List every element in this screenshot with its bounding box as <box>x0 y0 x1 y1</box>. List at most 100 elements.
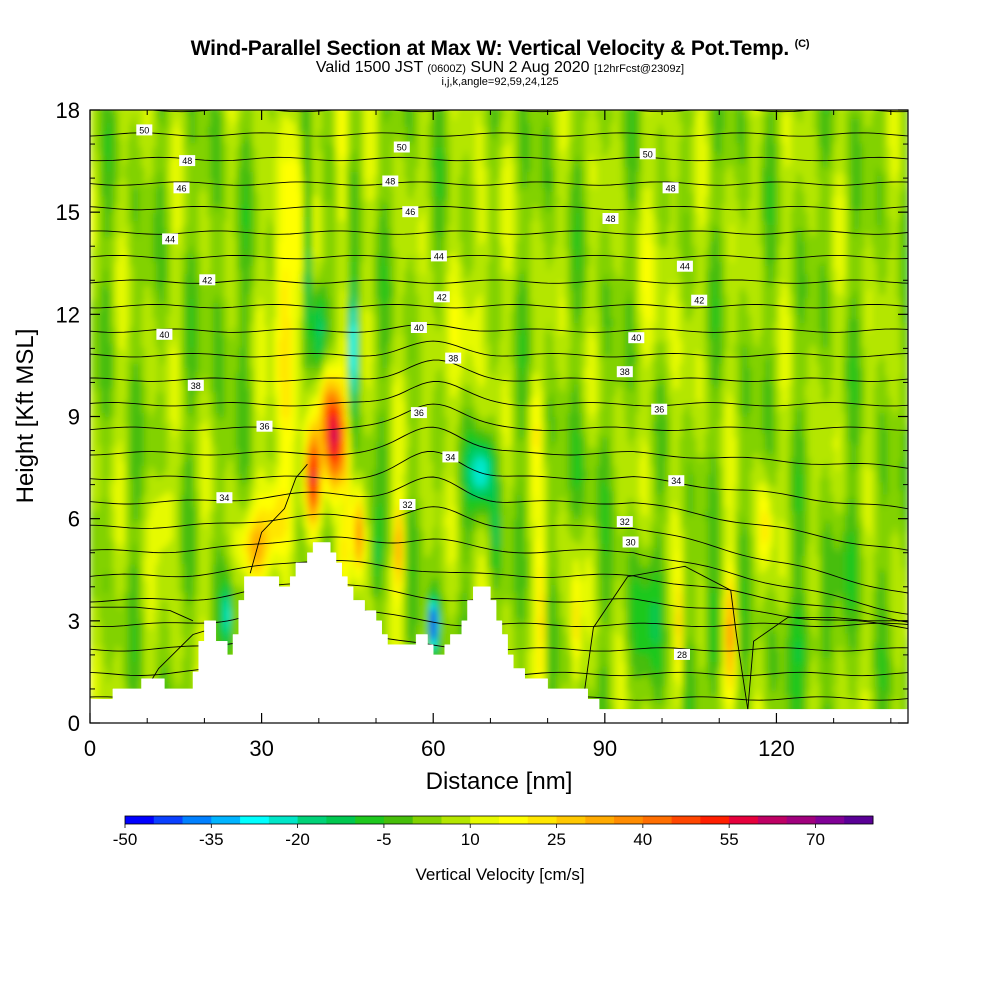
field-cell <box>104 535 108 540</box>
field-cell <box>115 232 120 238</box>
field-cell <box>101 199 105 205</box>
field-cell <box>101 183 105 189</box>
field-cell <box>90 187 94 193</box>
field-cell <box>115 510 120 516</box>
field-cell <box>115 657 120 663</box>
field-cell <box>118 203 123 209</box>
field-cell <box>124 678 128 683</box>
field-cell <box>92 154 97 160</box>
field-cell <box>110 187 114 193</box>
field-cell <box>115 379 120 385</box>
field-cell <box>115 563 120 569</box>
field-cell <box>101 514 105 520</box>
field-cell <box>104 412 108 418</box>
field-cell <box>121 673 125 679</box>
field-cell <box>118 314 123 320</box>
field-cell <box>121 678 125 683</box>
field-cell <box>110 261 114 266</box>
field-cell <box>118 220 123 226</box>
field-cell <box>98 220 103 226</box>
field-cell <box>118 146 123 152</box>
field-cell <box>98 269 103 275</box>
field-cell <box>115 171 120 176</box>
field-cell <box>124 624 128 630</box>
field-cell <box>92 673 97 679</box>
field-cell <box>112 310 117 315</box>
field-cell <box>104 383 108 389</box>
field-cell <box>104 285 108 291</box>
field-cell <box>101 118 105 123</box>
field-cell <box>98 167 103 172</box>
field-cell <box>107 502 111 508</box>
field-cell <box>104 261 108 266</box>
field-cell <box>115 257 120 262</box>
field-cell <box>107 347 111 352</box>
field-cell <box>98 355 103 360</box>
field-cell <box>121 138 125 144</box>
field-cell <box>98 154 103 160</box>
field-cell <box>115 265 120 270</box>
field-cell <box>115 281 120 287</box>
field-cell <box>98 396 103 401</box>
field-cell <box>107 220 111 226</box>
field-cell <box>101 355 105 360</box>
field-cell <box>90 412 94 418</box>
field-cell <box>90 261 94 266</box>
field-cell <box>107 277 111 283</box>
field-cell <box>95 620 100 626</box>
field-cell <box>104 322 108 328</box>
field-cell <box>115 469 120 475</box>
field-cell <box>115 686 120 691</box>
field-cell <box>104 567 108 573</box>
field-cell <box>118 535 123 540</box>
field-cell <box>101 224 105 230</box>
field-cell <box>101 657 105 663</box>
field-cell <box>92 322 97 328</box>
field-cell <box>92 220 97 226</box>
field-cell <box>121 351 125 356</box>
field-cell <box>118 665 123 671</box>
field-cell <box>121 579 125 585</box>
field-cell <box>92 641 97 646</box>
field-cell <box>95 424 100 430</box>
field-cell <box>112 432 117 438</box>
field-cell <box>107 391 111 397</box>
field-cell <box>98 285 103 291</box>
field-cell <box>121 645 125 651</box>
field-cell <box>101 334 105 340</box>
field-cell <box>118 612 123 618</box>
field-cell <box>107 465 111 471</box>
field-cell <box>110 412 114 418</box>
field-cell <box>95 302 100 307</box>
field-cell <box>95 114 100 119</box>
field-cell <box>118 167 123 172</box>
field-cell <box>101 481 105 487</box>
field-cell <box>101 612 105 618</box>
field-cell <box>92 289 97 295</box>
field-cell <box>104 510 108 516</box>
field-cell <box>98 387 103 393</box>
field-cell <box>107 367 111 373</box>
field-cell <box>115 579 120 585</box>
field-cell <box>95 637 100 642</box>
field-cell <box>124 449 128 454</box>
field-cell <box>112 592 117 597</box>
field-cell <box>112 649 117 655</box>
field-cell <box>101 289 105 295</box>
field-cell <box>101 277 105 283</box>
field-cell <box>92 359 97 364</box>
field-cell <box>121 167 125 172</box>
field-cell <box>104 183 108 189</box>
field-cell <box>95 355 100 360</box>
field-cell <box>104 122 108 127</box>
field-cell <box>121 187 125 193</box>
field-cell <box>110 506 114 512</box>
field-cell <box>90 248 94 254</box>
field-cell <box>110 375 114 381</box>
field-cell <box>107 293 111 299</box>
field-cell <box>107 461 111 467</box>
field-cell <box>110 269 114 275</box>
field-cell <box>101 281 105 287</box>
field-cell <box>124 584 128 589</box>
field-cell <box>124 669 128 675</box>
